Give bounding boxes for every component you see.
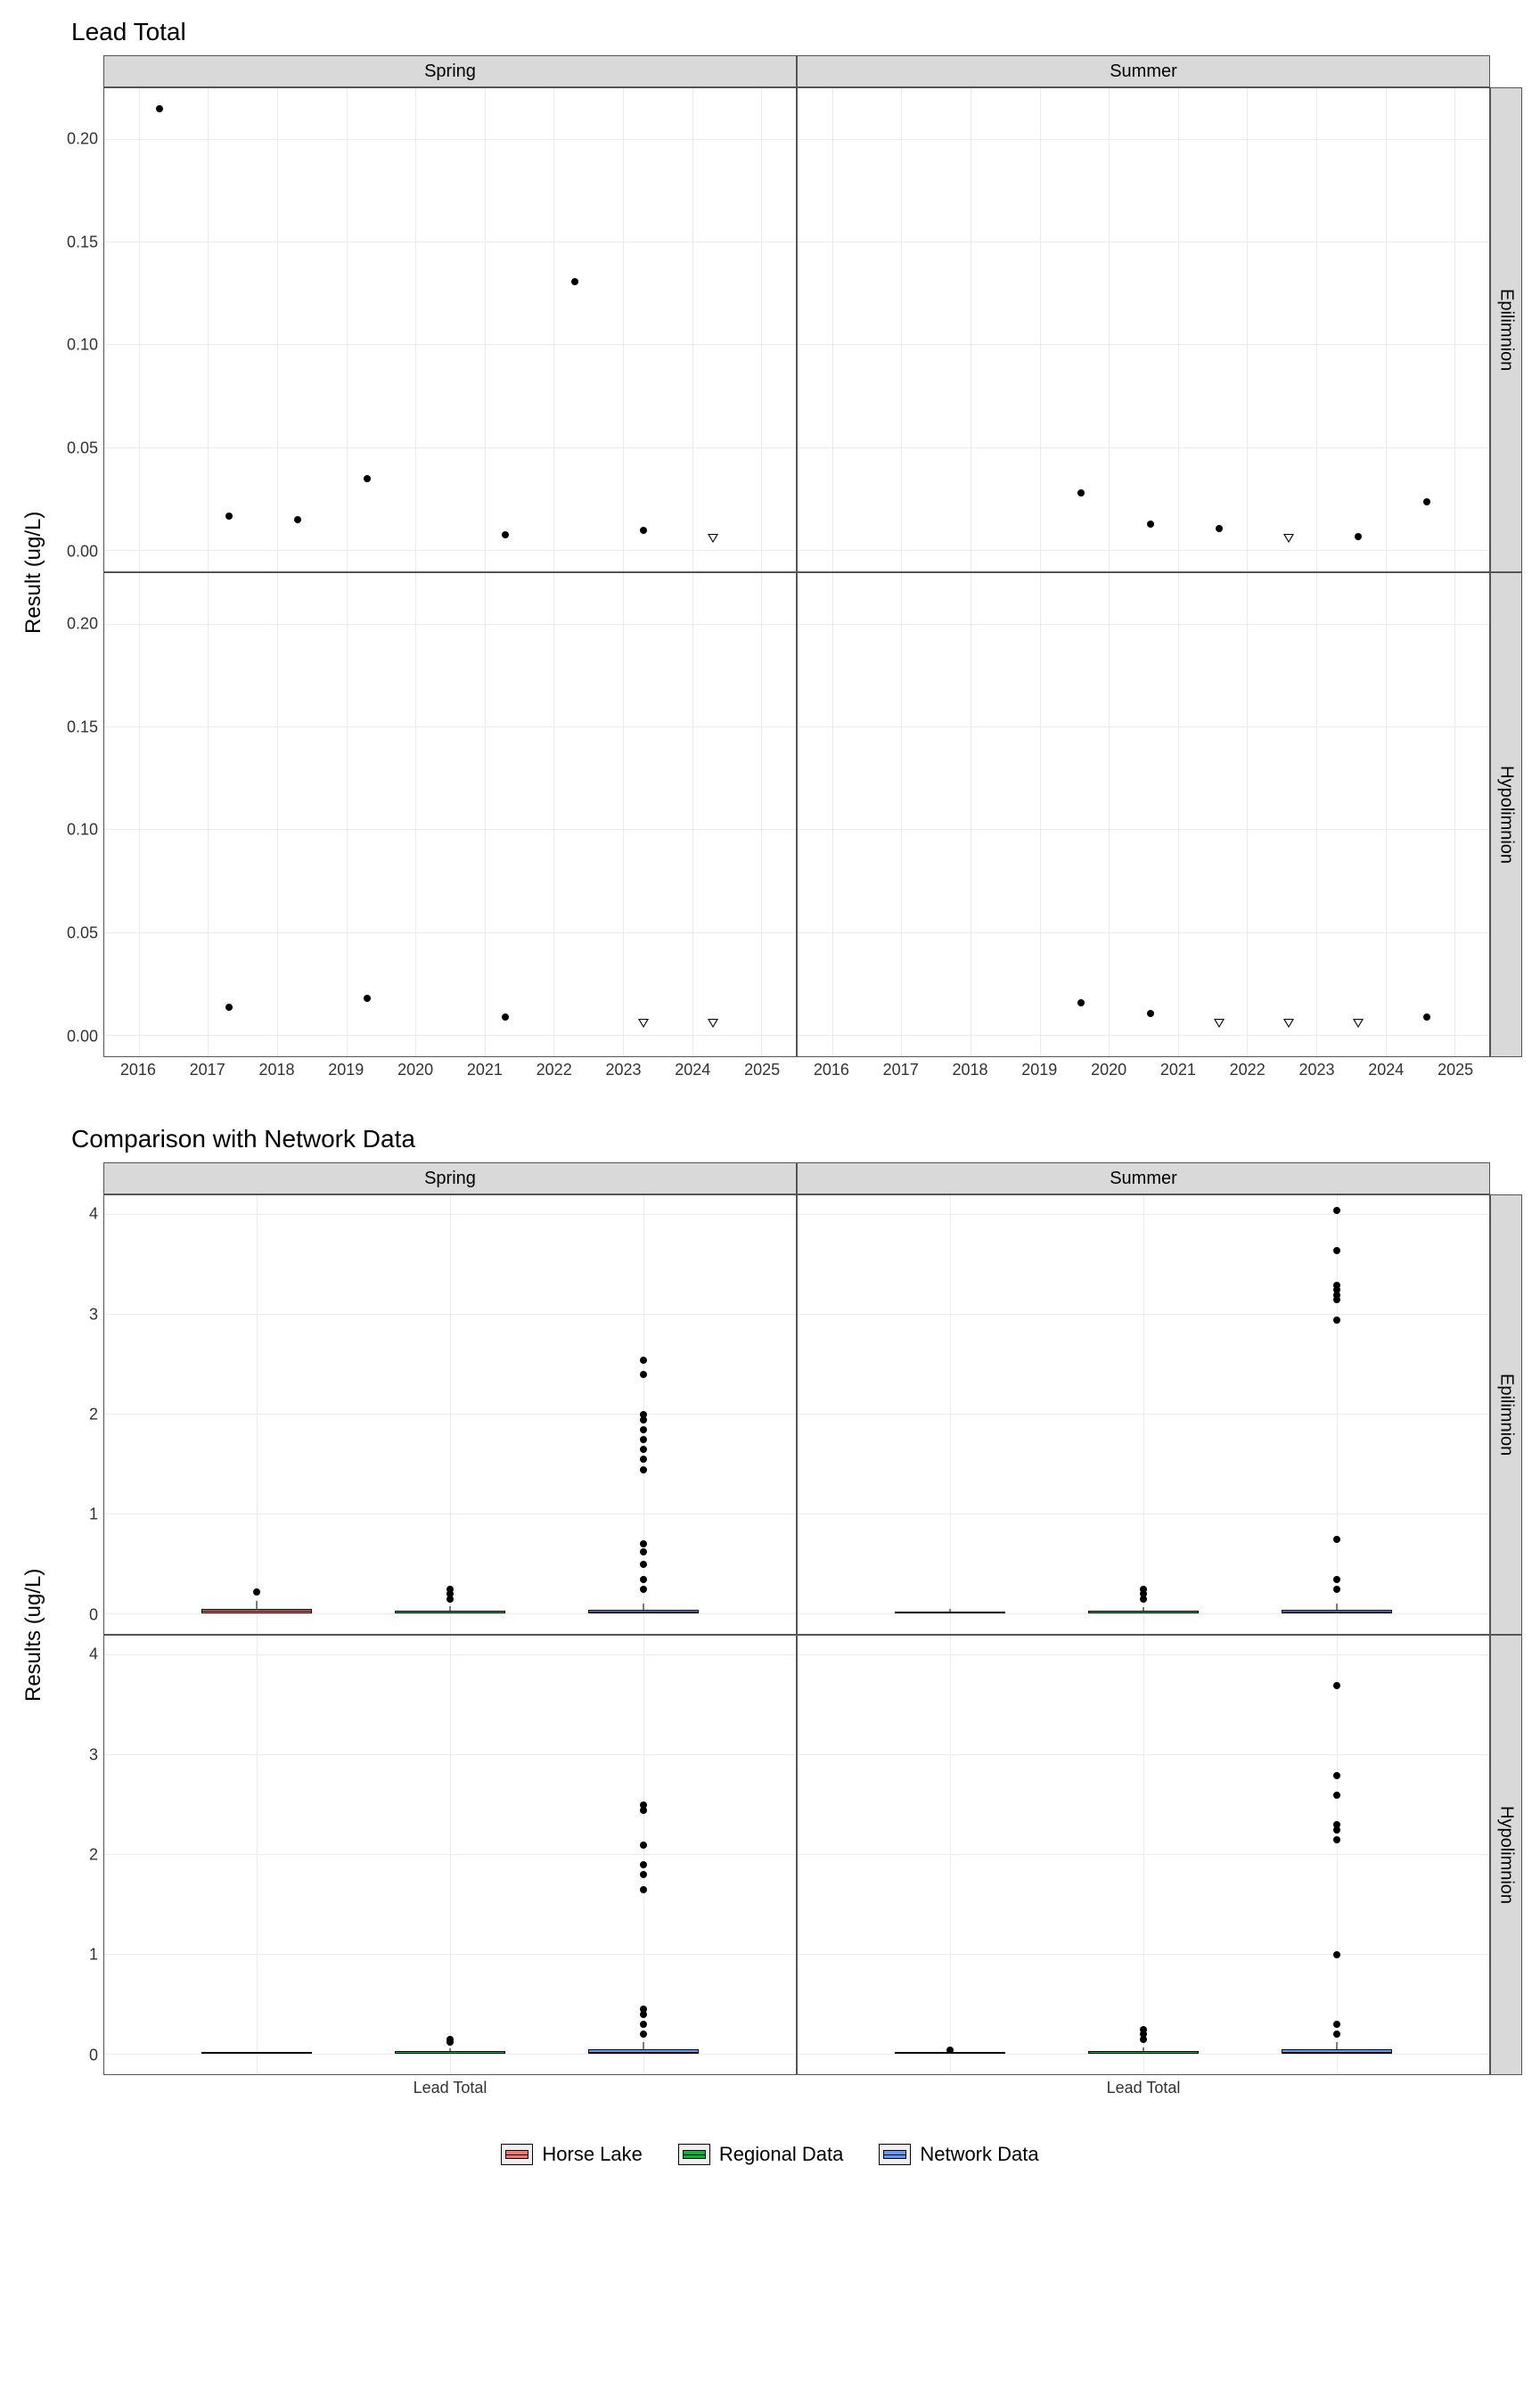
point-marker (1216, 525, 1223, 532)
point-marker (1355, 533, 1362, 540)
outlier-point (640, 1548, 647, 1555)
outlier-point (640, 1426, 647, 1433)
strip2-col-summer: Summer (797, 1162, 1490, 1194)
outlier-point (1333, 1821, 1340, 1828)
outlier-point (1333, 1772, 1340, 1779)
outlier-point (1140, 1586, 1147, 1593)
outlier-point (1333, 1836, 1340, 1843)
strip-col-summer: Summer (797, 55, 1490, 87)
legend-item: Horse Lake (501, 2143, 643, 2166)
triangle-marker (708, 534, 718, 543)
outlier-point (1333, 1576, 1340, 1583)
triangle-marker (638, 1019, 649, 1028)
strip-row-hypo: Hypolimnion (1490, 572, 1522, 1057)
outlier-point (640, 1801, 647, 1809)
outlier-point (640, 1576, 647, 1583)
panel-spring-epi (103, 87, 797, 572)
legend-label: Horse Lake (542, 2143, 643, 2166)
outlier-point (1140, 2026, 1147, 2033)
point-marker (571, 278, 578, 285)
outlier-point (1333, 1317, 1340, 1324)
outlier-point (446, 2036, 454, 2043)
outlier-point (640, 1871, 647, 1878)
point-marker (225, 1004, 233, 1011)
panel-summer-epi (797, 87, 1490, 572)
comparison-chart: Comparison with Network Data Results (ug… (18, 1125, 1522, 2107)
point-marker (1423, 498, 1430, 505)
triangle-marker (1214, 1019, 1225, 1028)
outlier-point (640, 1842, 647, 1849)
outlier-point (1333, 1586, 1340, 1593)
point-marker (156, 105, 163, 112)
outlier-point (640, 2006, 647, 2013)
outlier-point (640, 1371, 647, 1378)
point-marker (1147, 1010, 1154, 1017)
point-marker (1147, 521, 1154, 528)
point-marker (364, 475, 371, 482)
point-marker (294, 516, 301, 523)
outlier-point (640, 1561, 647, 1568)
outlier-point (1333, 1247, 1340, 1254)
outlier-point (640, 1586, 647, 1593)
chart1-ylabel: Result (ug/L) (18, 55, 50, 1089)
triangle-marker (708, 1019, 718, 1028)
strip2-col-spring: Spring (103, 1162, 797, 1194)
chart1-title: Lead Total (18, 18, 1522, 46)
strip-row-epi: Epilimnion (1490, 87, 1522, 572)
outlier-point (640, 1466, 647, 1473)
outlier-point (1333, 1282, 1340, 1289)
strip-col-spring: Spring (103, 55, 797, 87)
outlier-point (640, 2031, 647, 2038)
point-marker (502, 531, 509, 538)
outlier-point (1333, 2021, 1340, 2028)
outlier-point (640, 1411, 647, 1418)
outlier-point (1333, 1951, 1340, 1958)
panel2-spring-epi (103, 1194, 797, 1635)
panel-spring-hypo (103, 572, 797, 1057)
outlier-point (640, 1357, 647, 1364)
outlier-point (1333, 1207, 1340, 1214)
triangle-marker (1353, 1019, 1364, 1028)
legend-label: Regional Data (719, 2143, 843, 2166)
outlier-point (1333, 1792, 1340, 1799)
legend-item: Regional Data (678, 2143, 843, 2166)
legend: Horse Lake Regional Data Network Data (18, 2143, 1522, 2166)
chart2-title: Comparison with Network Data (18, 1125, 1522, 1153)
outlier-point (1333, 2031, 1340, 2038)
triangle-marker (1283, 1019, 1294, 1028)
strip2-row-epi: Epilimnion (1490, 1194, 1522, 1635)
point-marker (1077, 489, 1085, 496)
outlier-point (253, 1588, 260, 1596)
outlier-point (640, 1886, 647, 1893)
outlier-point (640, 2021, 647, 2028)
point-marker (364, 995, 371, 1002)
panel2-summer-epi (797, 1194, 1490, 1635)
legend-item: Network Data (879, 2143, 1038, 2166)
triangle-marker (1283, 534, 1294, 543)
point-marker (640, 527, 647, 534)
outlier-point (640, 1436, 647, 1443)
outlier-point (1333, 1682, 1340, 1689)
panel2-summer-hypo (797, 1635, 1490, 2075)
outlier-point (446, 1586, 454, 1593)
strip2-row-hypo: Hypolimnion (1490, 1635, 1522, 2075)
point-marker (1077, 999, 1085, 1006)
outlier-point (640, 1861, 647, 1868)
outlier-point (446, 1596, 454, 1603)
point-marker (502, 1013, 509, 1021)
point-marker (225, 513, 233, 520)
lead-total-chart: Lead Total Result (ug/L) Spring Summer 0… (18, 18, 1522, 1089)
outlier-point (946, 2047, 954, 2054)
outlier-point (640, 1446, 647, 1453)
point-marker (1423, 1013, 1430, 1021)
panel-summer-hypo (797, 572, 1490, 1057)
panel2-spring-hypo (103, 1635, 797, 2075)
chart2-ylabel: Results (ug/L) (18, 1162, 50, 2107)
outlier-point (640, 1540, 647, 1547)
outlier-point (640, 1456, 647, 1463)
legend-label: Network Data (920, 2143, 1038, 2166)
outlier-point (1333, 1536, 1340, 1543)
